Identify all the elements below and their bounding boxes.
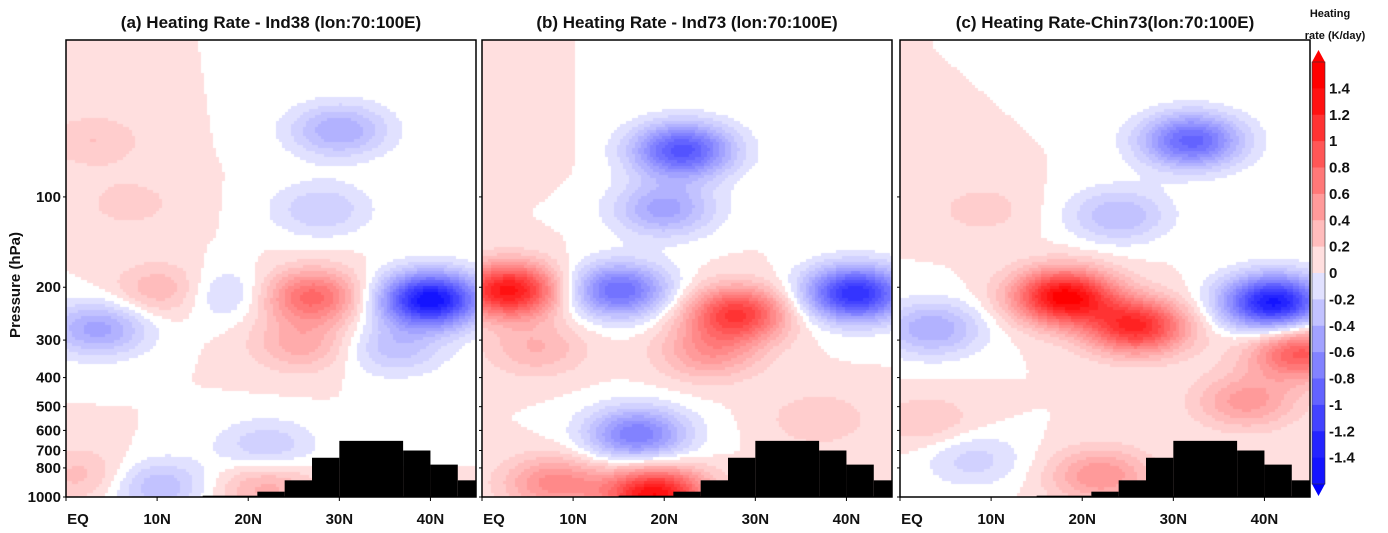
topography-block bbox=[1291, 480, 1310, 497]
x-tick-label: 10N bbox=[559, 511, 587, 528]
colorbar-bottom-arrow bbox=[1312, 484, 1325, 496]
colorbar-tick-label: 0.2 bbox=[1329, 239, 1350, 256]
panel-b: (b) Heating Rate - Ind73 (lon:70:100E) EQ… bbox=[479, 13, 893, 528]
colorbar-band bbox=[1312, 457, 1325, 485]
topography-block bbox=[1146, 457, 1174, 497]
y-tick-label: 100 bbox=[36, 189, 61, 206]
topography-block bbox=[339, 440, 404, 497]
colorbar-tick-label: -0.8 bbox=[1329, 371, 1355, 388]
y-tick-label: 800 bbox=[36, 460, 61, 477]
x-tick-label: EQ bbox=[901, 511, 923, 528]
colorbar-title: Heating bbox=[1310, 8, 1350, 20]
colorbar-band bbox=[1312, 246, 1325, 274]
panel-a: (a) Heating Rate - Ind38 (lon:70:100E) EQ… bbox=[28, 13, 477, 528]
colorbar-band bbox=[1312, 299, 1325, 327]
colorbar-band bbox=[1312, 114, 1325, 142]
colorbar-tick-label: -0.4 bbox=[1329, 318, 1356, 335]
topography-block bbox=[312, 457, 340, 497]
topography-block bbox=[257, 491, 285, 497]
colorbar-band bbox=[1312, 378, 1325, 406]
colorbar-band bbox=[1312, 167, 1325, 195]
colorbar-band bbox=[1312, 273, 1325, 300]
y-tick-label: 400 bbox=[36, 370, 61, 387]
panels-group: (a) Heating Rate - Ind38 (lon:70:100E) EQ… bbox=[28, 13, 1311, 528]
topography-block bbox=[284, 480, 312, 497]
colorbar-band bbox=[1312, 141, 1325, 168]
colorbar-title-units: rate (K/day) bbox=[1305, 30, 1366, 42]
colorbar-frame bbox=[1311, 61, 1326, 485]
y-tick-label: 500 bbox=[36, 399, 61, 416]
topography-block bbox=[700, 480, 728, 497]
x-tick-label: 30N bbox=[326, 511, 354, 528]
y-tick-label: 300 bbox=[36, 332, 61, 349]
panel-title: (c) Heating Rate-Chin73(lon:70:100E) bbox=[956, 13, 1255, 32]
panel-title: (b) Heating Rate - Ind73 (lon:70:100E) bbox=[536, 13, 837, 32]
y-tick-label: 700 bbox=[36, 443, 61, 460]
topography-block bbox=[1264, 464, 1292, 497]
topography-block bbox=[457, 480, 476, 497]
panel-title: (a) Heating Rate - Ind38 (lon:70:100E) bbox=[121, 13, 421, 32]
topography-block bbox=[728, 457, 756, 497]
colorbar-tick-label: -1.4 bbox=[1329, 450, 1356, 467]
x-tick-label: 10N bbox=[143, 511, 171, 528]
heatmap-field-c bbox=[900, 40, 1310, 497]
panel-c: (c) Heating Rate-Chin73(lon:70:100E) EQ 10… bbox=[897, 13, 1311, 528]
colorbar-tick-label: 1 bbox=[1329, 133, 1337, 150]
colorbar-tick-label: -1 bbox=[1329, 397, 1342, 414]
x-tick-label: 10N bbox=[977, 511, 1005, 528]
panel-frame bbox=[481, 39, 893, 498]
colorbar-band bbox=[1312, 220, 1325, 248]
topography-block bbox=[846, 464, 874, 497]
topography-block bbox=[1173, 440, 1238, 497]
colorbar: Heating rate (K/day) 1.4 1.2 1 0.8 0.6 0.4 0.2 0 -… bbox=[1305, 8, 1366, 496]
colorbar-tick-label: 1.4 bbox=[1329, 80, 1351, 97]
topography-block bbox=[430, 464, 458, 497]
x-tick-label: 40N bbox=[1251, 511, 1279, 528]
colorbar-tick-label: -1.2 bbox=[1329, 423, 1355, 440]
x-tick-label: EQ bbox=[67, 511, 89, 528]
colorbar-tick-label: -0.6 bbox=[1329, 344, 1355, 361]
colorbar-tick-label: 0 bbox=[1329, 265, 1337, 282]
y-tick-label: 1000 bbox=[28, 489, 61, 506]
colorbar-tick-label: -0.2 bbox=[1329, 291, 1355, 308]
y-tick-label: 200 bbox=[36, 279, 61, 296]
x-tick-label: 20N bbox=[234, 511, 262, 528]
colorbar-tick-label: 0.4 bbox=[1329, 212, 1351, 229]
topography-block bbox=[673, 491, 701, 497]
colorbar-band bbox=[1312, 404, 1325, 432]
colorbar-band bbox=[1312, 88, 1325, 116]
topography-block bbox=[1118, 480, 1146, 497]
y-axis-label: Pressure (hPa) bbox=[7, 232, 24, 338]
heatmap-field-b bbox=[482, 40, 892, 497]
x-tick-label: 40N bbox=[417, 511, 445, 528]
x-tick-label: 40N bbox=[833, 511, 861, 528]
topography-block bbox=[755, 440, 820, 497]
panel-frame bbox=[65, 39, 477, 498]
colorbar-band bbox=[1312, 431, 1325, 459]
topography-block bbox=[1237, 450, 1265, 497]
colorbar-band bbox=[1312, 193, 1325, 221]
colorbar-top-arrow bbox=[1312, 50, 1325, 62]
topography-block bbox=[819, 450, 847, 497]
x-tick-label: 30N bbox=[742, 511, 770, 528]
panel-frame bbox=[899, 39, 1311, 498]
x-tick-label: EQ bbox=[483, 511, 505, 528]
topography-block bbox=[403, 450, 431, 497]
heatmap-field-a bbox=[66, 40, 476, 497]
topography-block bbox=[873, 480, 892, 497]
x-tick-label: 30N bbox=[1160, 511, 1188, 528]
x-tick-label: 20N bbox=[650, 511, 678, 528]
colorbar-tick-label: 0.8 bbox=[1329, 160, 1350, 177]
y-tick-label: 600 bbox=[36, 422, 61, 439]
colorbar-tick-label: 1.2 bbox=[1329, 107, 1350, 124]
colorbar-band bbox=[1312, 352, 1325, 379]
topography-block bbox=[1091, 491, 1119, 497]
colorbar-band bbox=[1312, 62, 1325, 89]
x-tick-label: 20N bbox=[1068, 511, 1096, 528]
colorbar-band bbox=[1312, 325, 1325, 353]
colorbar-tick-label: 0.6 bbox=[1329, 186, 1350, 203]
